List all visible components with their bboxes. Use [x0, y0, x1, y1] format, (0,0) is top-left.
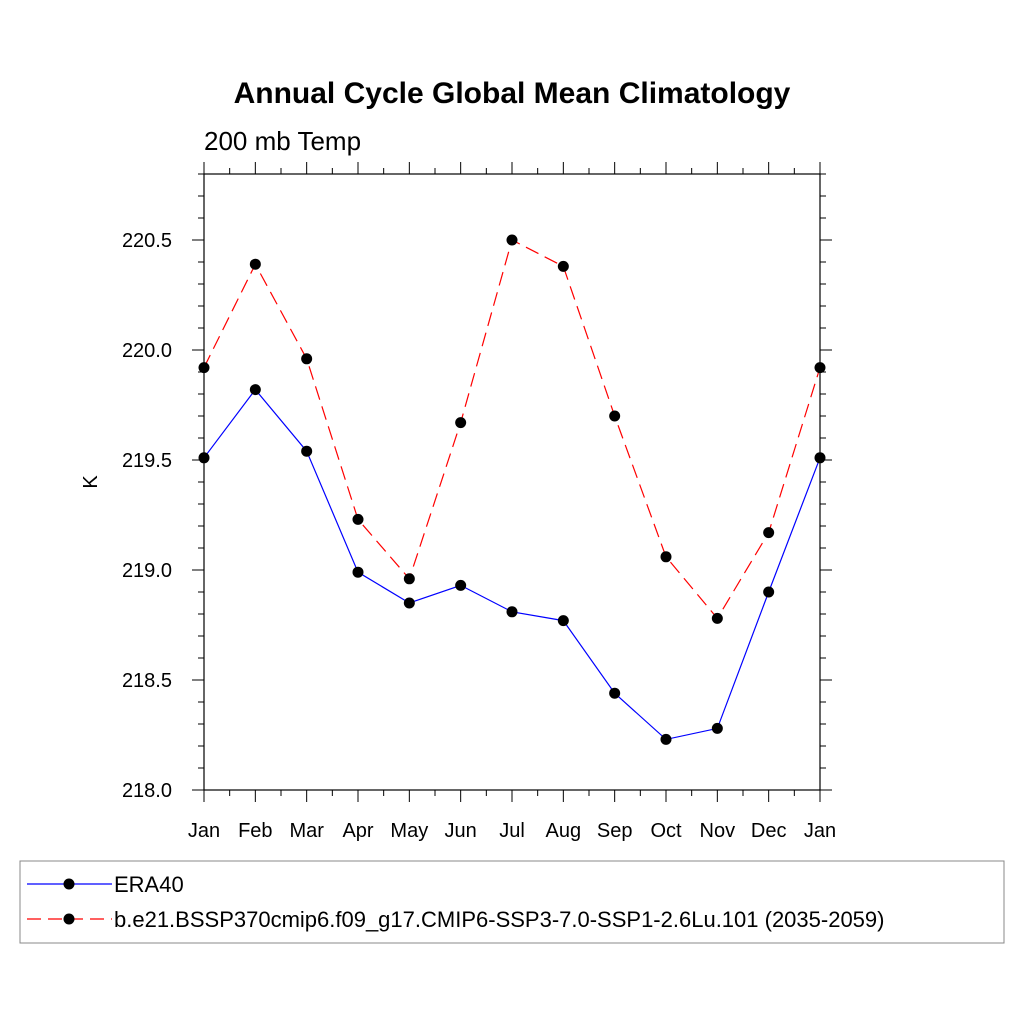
y-tick-label: 219.0 [122, 560, 172, 582]
x-tick-label: Sep [597, 820, 633, 842]
series-1-point [609, 410, 621, 422]
series-0-point [506, 606, 518, 618]
series-0-point [711, 722, 723, 734]
y-tick-label: 218.5 [122, 670, 172, 692]
series-1-point [506, 234, 518, 246]
series-1-point [814, 362, 826, 374]
legend-marker-1 [63, 913, 75, 925]
legend-marker-0 [63, 878, 75, 890]
series-0-point [403, 597, 415, 609]
x-tick-label: Mar [289, 820, 324, 842]
series-0-point [557, 615, 569, 627]
series-1-point [198, 362, 210, 374]
x-tick-label: Jun [445, 820, 477, 842]
series-0-point [763, 586, 775, 598]
plot-frame [203, 173, 821, 791]
series-1-point [455, 417, 467, 429]
series-0-point [609, 687, 621, 699]
x-tick-label: Jul [499, 820, 525, 842]
series-1-point [352, 513, 364, 525]
series-1-point [403, 573, 415, 585]
chart-subtitle: 200 mb Temp [204, 126, 361, 156]
series-1-point [763, 527, 775, 539]
series-0-point [455, 579, 467, 591]
series-line-1 [203, 239, 821, 620]
series-0-point [814, 452, 826, 464]
x-tick-label: Apr [342, 820, 373, 842]
x-tick-label: Dec [751, 820, 787, 842]
series-1-point [557, 260, 569, 272]
y-axis-label: K [80, 475, 102, 489]
legend-box [19, 860, 1005, 944]
y-tick-label: 219.5 [122, 450, 172, 472]
x-tick-label: Jan [804, 820, 836, 842]
series-0-point [352, 566, 364, 578]
series-1-point [711, 612, 723, 624]
series-0-point [198, 452, 210, 464]
plot-area: Jan Feb Mar Apr May Jun Jul Aug Sep Oct Nov Dec Jan 2… [122, 162, 836, 842]
series-1-point [249, 258, 261, 270]
y-tick-label: 220.5 [122, 230, 172, 252]
series-0-point [660, 733, 672, 745]
x-tick-label: May [390, 820, 428, 842]
x-tick-label: Feb [238, 820, 272, 842]
chart-title: Annual Cycle Global Mean Climatology [234, 77, 791, 110]
series-1-point [301, 353, 313, 365]
y-tick-label: 220.0 [122, 340, 172, 362]
y-tick-label: 218.0 [122, 780, 172, 802]
legend-label-1: b.e21.BSSP370cmip6.f09_g17.CMIP6-SSP3-7.… [114, 907, 884, 932]
series-1-point [660, 551, 672, 563]
x-tick-label: Jan [188, 820, 220, 842]
x-tick-label: Aug [546, 820, 582, 842]
series-line-0 [203, 388, 821, 741]
x-tick-label: Nov [700, 820, 736, 842]
series-0-point [249, 384, 261, 396]
legend: ERA40 b.e21.BSSP370cmip6.f09_g17.CMIP6-SS… [27, 872, 884, 932]
legend-label-0: ERA40 [114, 872, 184, 897]
series-0-point [301, 445, 313, 457]
x-tick-label: Oct [650, 820, 682, 842]
